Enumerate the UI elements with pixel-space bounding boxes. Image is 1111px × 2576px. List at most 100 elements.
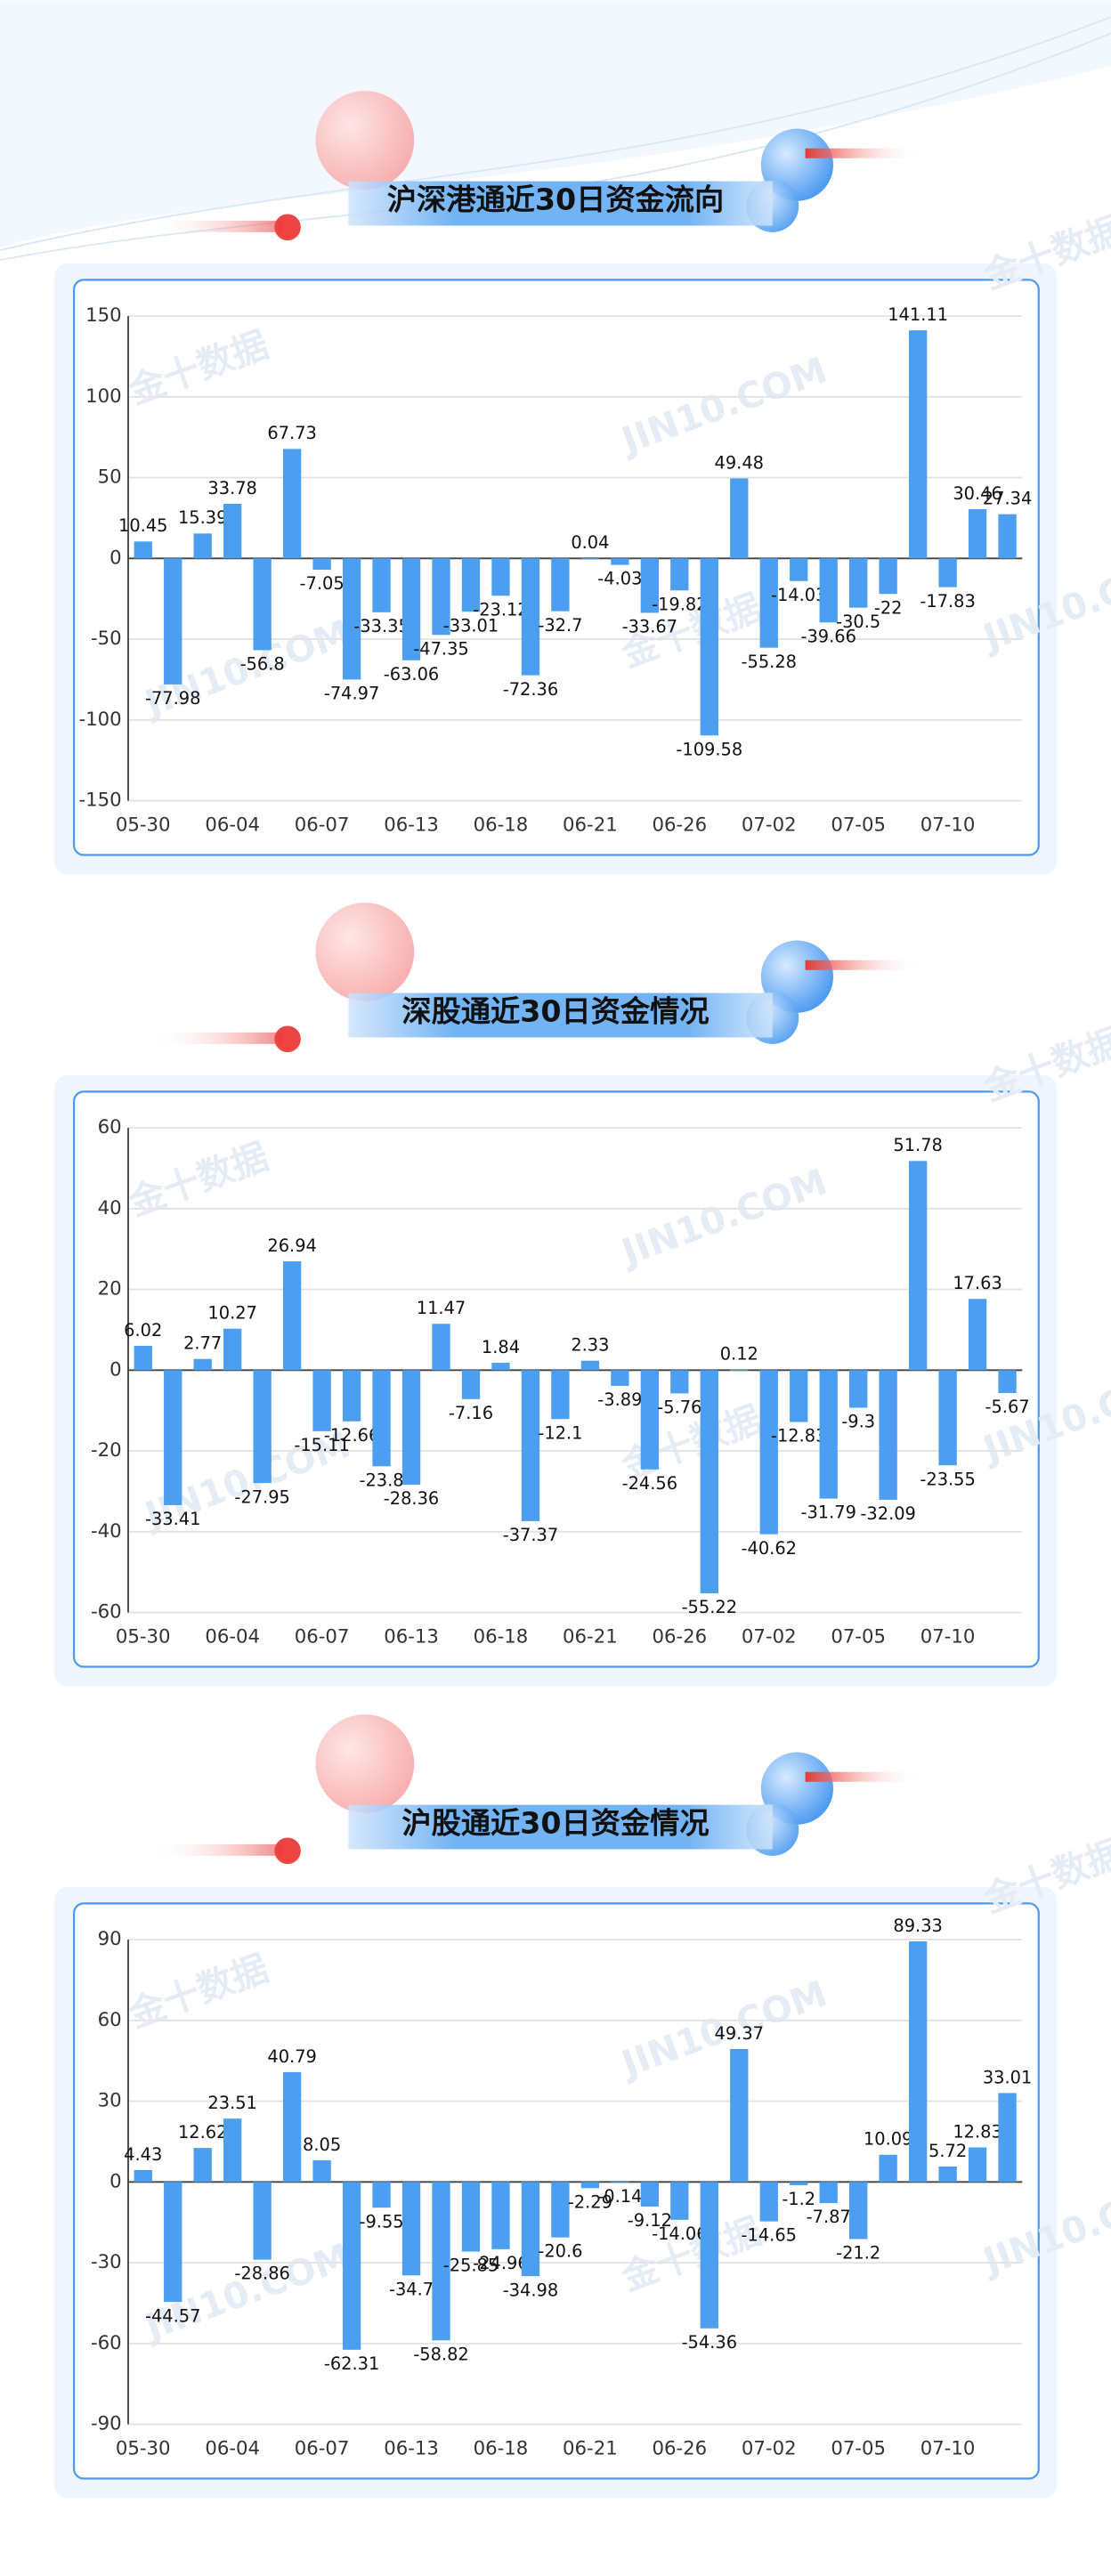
bar bbox=[580, 2182, 600, 2189]
x-tick-label: 06-13 bbox=[384, 2437, 439, 2459]
data-label: 141.11 bbox=[888, 304, 948, 325]
data-label: 0.12 bbox=[720, 1344, 758, 1365]
bar bbox=[401, 558, 421, 660]
deco-bar bbox=[805, 1771, 920, 1782]
data-label: -62.31 bbox=[324, 2353, 379, 2374]
bar bbox=[790, 1370, 808, 1422]
bar bbox=[432, 2182, 450, 2341]
bar bbox=[134, 2169, 152, 2183]
y-tick-label: -90 bbox=[91, 2413, 122, 2435]
y-tick-label: 40 bbox=[98, 1197, 122, 1219]
data-label: 11.47 bbox=[417, 1298, 466, 1318]
bar bbox=[134, 1345, 152, 1371]
bar bbox=[580, 558, 600, 560]
x-tick-label: 07-02 bbox=[742, 1625, 797, 1648]
data-label: 89.33 bbox=[893, 1916, 942, 1936]
bar bbox=[282, 1261, 302, 1371]
data-label: -47.35 bbox=[413, 638, 468, 659]
bar bbox=[372, 558, 391, 612]
bar bbox=[968, 2147, 987, 2183]
deco-bar bbox=[150, 1843, 283, 1856]
data-label: -33.35 bbox=[353, 616, 409, 636]
deco-bar bbox=[805, 148, 920, 158]
bar bbox=[968, 1299, 987, 1371]
bar bbox=[640, 2182, 659, 2207]
bar bbox=[551, 1370, 570, 1420]
y-tick-label: -40 bbox=[91, 1520, 122, 1543]
bar bbox=[164, 2182, 182, 2303]
bar bbox=[730, 1369, 749, 1371]
x-tick-label: 06-18 bbox=[474, 2437, 529, 2459]
x-tick-label: 07-02 bbox=[742, 2437, 797, 2459]
bar bbox=[670, 558, 689, 591]
data-label: -33.67 bbox=[622, 617, 677, 637]
deco-circle bbox=[315, 1714, 415, 1813]
bar bbox=[432, 558, 450, 636]
bar bbox=[670, 1370, 689, 1394]
x-tick-label: 06-04 bbox=[205, 1625, 260, 1648]
bar bbox=[611, 558, 629, 565]
bar bbox=[879, 558, 897, 595]
data-label: -27.95 bbox=[234, 1486, 289, 1507]
x-tick-label: 06-04 bbox=[205, 2437, 260, 2459]
data-label: -37.37 bbox=[503, 1525, 558, 1545]
bar bbox=[819, 1370, 838, 1499]
data-label: -25.85 bbox=[443, 2256, 499, 2276]
x-tick-label: 07-02 bbox=[742, 814, 797, 836]
bar bbox=[342, 1370, 361, 1422]
data-label: -3.89 bbox=[597, 1389, 642, 1410]
data-label: -32.09 bbox=[860, 1503, 915, 1524]
data-label: -109.58 bbox=[676, 739, 742, 759]
bar bbox=[730, 478, 749, 559]
y-tick-label: -150 bbox=[78, 790, 121, 812]
data-label: 12.62 bbox=[178, 2122, 227, 2143]
data-label: -54.36 bbox=[682, 2332, 737, 2353]
data-label: -55.22 bbox=[682, 1597, 737, 1617]
bar bbox=[938, 558, 957, 587]
bar bbox=[908, 1161, 928, 1371]
data-label: -24.96 bbox=[473, 2253, 528, 2273]
x-tick-label: 06-18 bbox=[474, 1625, 529, 1648]
data-label: -77.98 bbox=[145, 688, 200, 709]
bar bbox=[968, 509, 987, 559]
y-tick-label: 150 bbox=[85, 304, 122, 327]
y-tick-label: -60 bbox=[91, 1601, 122, 1624]
bar bbox=[312, 558, 331, 571]
bar bbox=[819, 2182, 838, 2204]
bar bbox=[342, 558, 361, 680]
data-label: -1.2 bbox=[782, 2189, 815, 2209]
bar bbox=[790, 2182, 808, 2185]
bar bbox=[193, 2148, 212, 2183]
chart-title: 深股通近30日资金情况 bbox=[401, 993, 709, 1028]
bar bbox=[223, 2118, 242, 2183]
bar bbox=[134, 541, 152, 559]
y-tick-label: -20 bbox=[91, 1439, 122, 1462]
y-tick-label: 100 bbox=[85, 385, 122, 408]
bar bbox=[164, 558, 182, 685]
data-label: 10.09 bbox=[864, 2129, 912, 2150]
data-label: 49.37 bbox=[715, 2023, 764, 2044]
bar bbox=[253, 1370, 272, 1484]
x-tick-label: 06-21 bbox=[563, 1625, 618, 1648]
bar bbox=[908, 1941, 928, 2183]
y-tick-label: -30 bbox=[91, 2251, 122, 2273]
y-tick-label: 0 bbox=[109, 2170, 122, 2192]
bar bbox=[521, 558, 540, 676]
data-label: -34.7 bbox=[389, 2279, 434, 2299]
data-label: 1.84 bbox=[482, 1337, 520, 1357]
data-label: -15.11 bbox=[294, 1435, 349, 1455]
bar bbox=[401, 1370, 421, 1486]
y-tick-label: 0 bbox=[109, 1358, 122, 1381]
data-label: 10.27 bbox=[207, 1303, 256, 1324]
bar bbox=[640, 558, 659, 613]
x-tick-label: 06-18 bbox=[474, 814, 529, 836]
data-label: -19.82 bbox=[652, 594, 707, 614]
bar bbox=[193, 1358, 212, 1371]
data-label: 23.51 bbox=[207, 2093, 256, 2113]
x-tick-label: 06-07 bbox=[295, 1625, 350, 1648]
data-label: -12.66 bbox=[324, 1425, 379, 1446]
bar bbox=[491, 558, 510, 596]
bar bbox=[372, 2182, 391, 2208]
